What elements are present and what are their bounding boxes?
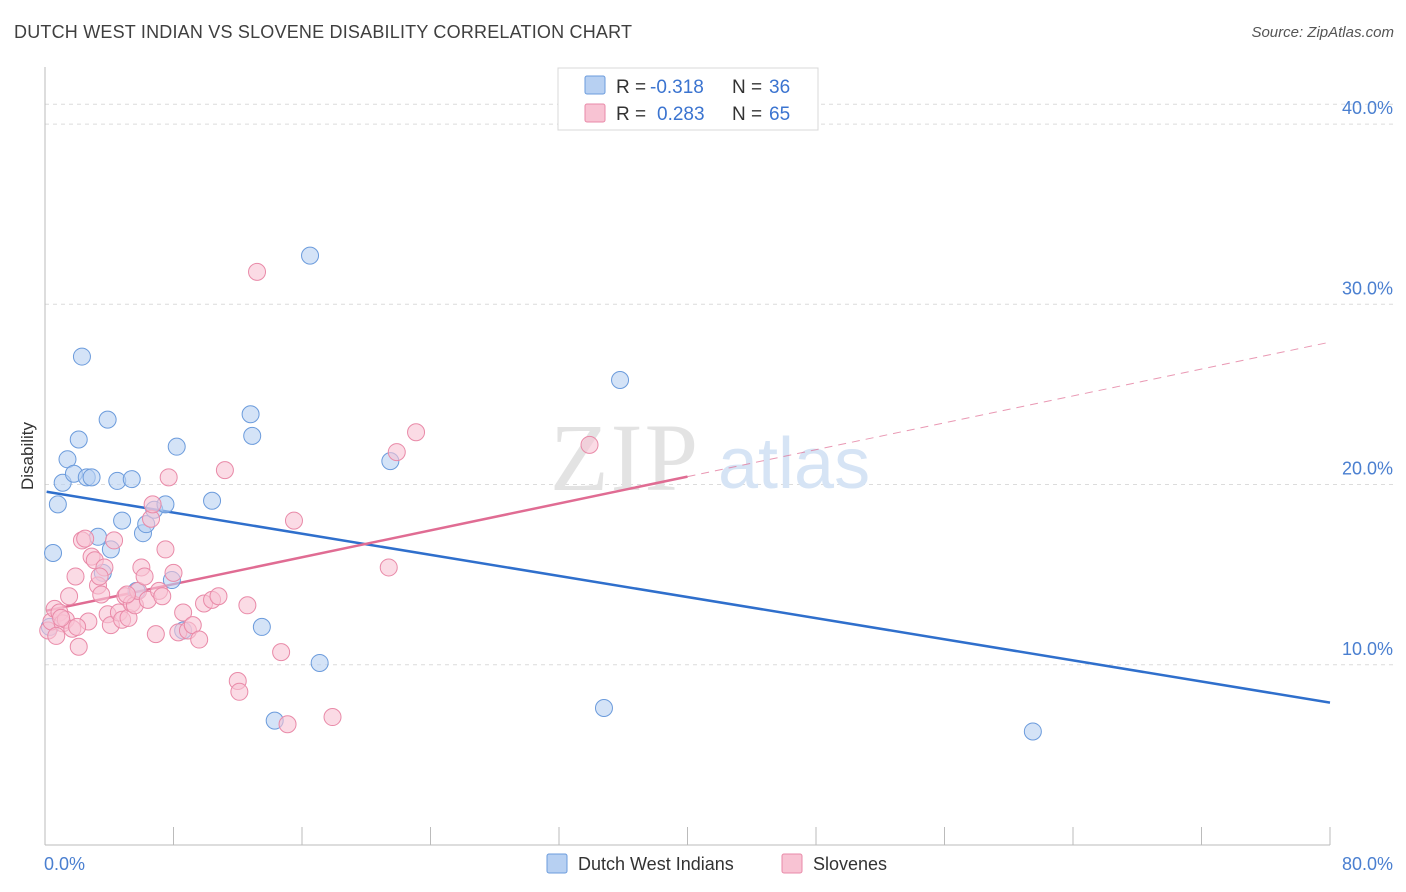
point-slovenes-34 [153,587,172,606]
legend-r-value-2: 0.283 [657,104,705,125]
series-legend-label-dutch-west-indians: Dutch West Indians [578,854,734,874]
point-dutch-west-indians-32 [594,699,613,718]
legend-r-label-1: R = [616,77,646,98]
point-dutch-west-indians-22 [167,437,186,456]
chart-title: DUTCH WEST INDIAN VS SLOVENE DISABILITY … [14,22,633,42]
axes [44,67,1331,846]
point-dutch-west-indians-5 [69,430,88,449]
point-dutch-west-indians-25 [241,405,260,424]
series-legend-swatch-dutch-west-indians [546,853,568,874]
watermark-atlas: atlas [718,424,870,504]
point-slovenes-53 [284,511,303,530]
point-slovenes-60 [68,617,87,636]
y-tick-labels: 10.0% 20.0% 30.0% 40.0% [1342,98,1393,659]
y-tick-label-3: 40.0% [1342,98,1393,118]
point-dutch-west-indians-8 [82,468,101,487]
point-slovenes-45 [209,587,228,606]
point-slovenes-59 [143,495,162,514]
legend-r-label-2: R = [616,104,646,125]
legend-n-label-2: N = [732,104,762,125]
point-dutch-west-indians-27 [252,617,271,636]
point-dutch-west-indians-11 [98,410,117,429]
point-slovenes-49 [238,596,257,615]
legend-swatch-slovenes [584,103,606,123]
point-slovenes-54 [323,708,342,727]
point-slovenes-20 [105,531,124,550]
point-slovenes-50 [248,262,267,281]
legend-swatch-dutch-west-indians [584,75,606,95]
y-tick-label-0: 10.0% [1342,639,1393,659]
point-slovenes-61 [52,608,71,627]
point-dutch-west-indians-26 [243,426,262,445]
legend-r-value-1: -0.318 [650,77,704,98]
source-label: Source: ZipAtlas.com [1251,24,1394,41]
x-tick-label-max: 80.0% [1342,854,1393,874]
point-dutch-west-indians-6 [72,347,91,366]
legend-n-label-1: N = [732,77,762,98]
series-legend-swatch-slovenes [781,853,803,874]
point-dutch-west-indians-15 [122,470,141,489]
correlation-legend: R = -0.318 N = 36 R = 0.283 N = 65 [557,67,819,131]
point-dutch-west-indians-33 [611,371,630,389]
point-slovenes-63 [117,585,136,604]
watermark-zip: ZIP [550,404,700,511]
legend-n-value-2: 65 [769,104,790,125]
point-slovenes-9 [69,637,88,656]
point-slovenes-55 [379,558,398,577]
point-slovenes-62 [90,567,109,586]
series-legend: Dutch West Indians Slovenes [546,853,887,874]
point-slovenes-52 [278,715,297,734]
point-slovenes-64 [47,626,66,645]
point-slovenes-58 [580,435,599,454]
trend-line-dutch-west-indians [46,490,1331,704]
point-slovenes-48 [230,682,249,701]
point-dutch-west-indians-29 [301,246,320,265]
x-tick-labels: 0.0% 80.0% [44,854,1393,874]
point-slovenes-29 [135,567,154,586]
series-legend-label-slovenes: Slovenes [813,854,887,874]
point-slovenes-42 [190,630,209,649]
point-slovenes-16 [92,585,111,604]
point-slovenes-39 [174,603,193,622]
point-slovenes-56 [387,443,406,462]
point-slovenes-6 [60,587,79,606]
trend-line-extension-slovenes [687,341,1331,478]
x-tick-label-min: 0.0% [44,854,85,874]
trend-lines [46,341,1331,704]
point-dutch-west-indians-34 [1023,722,1042,741]
point-dutch-west-indians-14 [113,511,132,530]
point-dutch-west-indians-24 [203,491,222,510]
point-dutch-west-indians-1 [48,495,67,514]
point-slovenes-32 [146,625,165,644]
point-dutch-west-indians-0 [44,544,63,563]
gridlines [45,103,1395,666]
point-slovenes-11 [76,529,95,548]
data-points [39,246,1042,741]
legend-n-value-1: 36 [769,77,790,98]
point-dutch-west-indians-30 [310,653,329,672]
y-tick-label-2: 30.0% [1342,278,1393,298]
point-slovenes-36 [159,468,178,487]
y-tick-label-1: 20.0% [1342,459,1393,479]
point-slovenes-37 [164,563,183,582]
point-slovenes-8 [66,567,85,586]
y-axis-title: Disability [18,421,37,490]
point-slovenes-57 [407,423,426,442]
point-slovenes-46 [215,461,234,480]
point-slovenes-35 [156,540,175,559]
point-slovenes-51 [272,643,291,662]
